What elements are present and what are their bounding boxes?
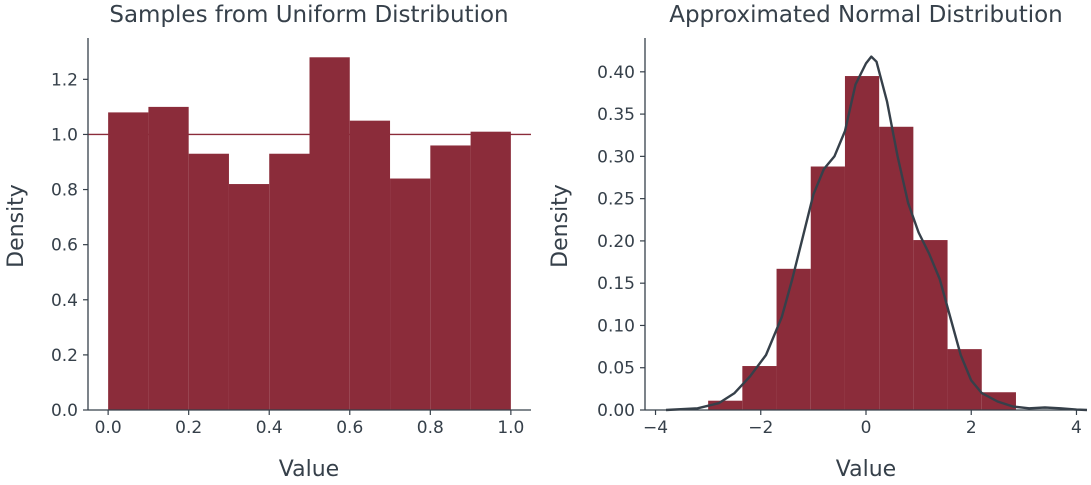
uniform-y-tick-label: 0.8 (51, 181, 78, 201)
normal-bar (947, 349, 982, 410)
normal-y-tick-label: 0.00 (597, 401, 635, 421)
normal-x-tick-label: 0 (861, 418, 872, 438)
normal-bar (810, 166, 845, 410)
uniform-y-tick-label: 1.2 (51, 70, 78, 90)
uniform-histogram-panel: Samples from Uniform Distribution Value … (4, 2, 531, 482)
uniform-y-axis-label: Density (4, 184, 29, 268)
normal-x-tick-label: −2 (748, 418, 773, 438)
normal-y-tick-label: 0.35 (597, 105, 635, 125)
normal-bars (708, 76, 1016, 410)
uniform-bar (309, 57, 350, 411)
uniform-x-tick-label: 0.4 (256, 418, 283, 438)
normal-y-tick-label: 0.05 (597, 359, 635, 379)
normal-kde-group (665, 55, 1088, 412)
normal-y-tick-label: 0.15 (597, 274, 635, 294)
uniform-x-tick-label: 0.0 (95, 418, 122, 438)
normal-y-tick-label: 0.25 (597, 190, 635, 210)
uniform-y-tick-label: 0.2 (51, 346, 78, 366)
uniform-bar (108, 112, 149, 411)
normal-x-tick-label: 2 (966, 418, 977, 438)
normal-bar (742, 366, 777, 410)
uniform-bar (148, 106, 189, 410)
normal-kde-line (665, 55, 1088, 412)
normal-y-tick-label: 0.20 (597, 232, 635, 252)
normal-x-tick-label: −4 (643, 418, 668, 438)
normal-y-tick-label: 0.40 (597, 63, 635, 83)
normal-y-tick-label: 0.30 (597, 147, 635, 167)
uniform-bar (269, 153, 310, 410)
uniform-bar (430, 145, 471, 410)
normal-y-axis-label: Density (548, 184, 573, 268)
uniform-y-tick-label: 1.0 (51, 125, 78, 145)
uniform-bars (108, 57, 511, 411)
normal-axes: −4 −2 0 2 4 0.00 0.05 0.10 0.15 0.20 0.25 0.30 0.35 0… (597, 38, 1087, 438)
normal-y-tick-label: 0.10 (597, 316, 635, 336)
uniform-x-tick-label: 1.0 (497, 418, 524, 438)
uniform-bar (228, 184, 270, 410)
uniform-bar (188, 153, 229, 410)
uniform-x-tick-label: 0.2 (175, 418, 202, 438)
normal-bar (913, 240, 948, 410)
normal-chart-title: Approximated Normal Distribution (669, 2, 1063, 28)
normal-x-tick-label: 4 (1071, 418, 1082, 438)
uniform-bar (349, 120, 391, 411)
normal-histogram-panel: Approximated Normal Distribution Value D… (548, 2, 1088, 482)
uniform-bar (470, 131, 511, 410)
normal-x-axis-label: Value (836, 457, 896, 482)
uniform-x-tick-label: 0.8 (417, 418, 444, 438)
uniform-y-tick-label: 0.6 (51, 236, 78, 256)
normal-bar (776, 268, 811, 410)
uniform-y-tick-label: 0.0 (51, 401, 78, 421)
normal-bar (708, 400, 743, 410)
normal-bar (879, 126, 914, 410)
uniform-x-axis-label: Value (279, 457, 339, 482)
uniform-y-tick-label: 0.4 (51, 291, 78, 311)
uniform-x-tick-label: 0.6 (336, 418, 363, 438)
uniform-bar (390, 178, 431, 410)
normal-bar (844, 76, 880, 410)
uniform-axes: 0.0 0.2 0.4 0.6 0.8 1.0 0.0 0.2 0.4 0.6 0.8 1.0 1.2 (51, 38, 531, 438)
uniform-chart-title: Samples from Uniform Distribution (109, 2, 508, 28)
